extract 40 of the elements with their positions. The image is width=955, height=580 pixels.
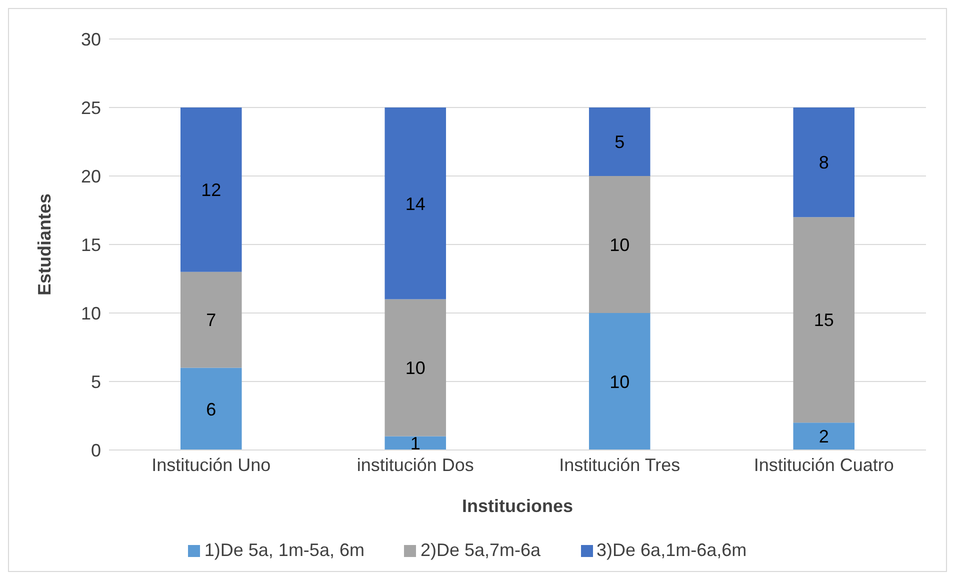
- y-tick-label: 25: [80, 98, 101, 118]
- data-label: 14: [405, 194, 426, 214]
- x-tick-label: Institución Tres: [559, 454, 680, 475]
- y-tick-label: 30: [80, 29, 101, 50]
- x-axis-title: Instituciones: [462, 496, 574, 516]
- data-label: 15: [814, 310, 834, 330]
- bar: [588, 176, 650, 313]
- data-label: 5: [614, 132, 625, 152]
- bar: [180, 368, 242, 450]
- bar: [793, 422, 855, 450]
- data-label: 12: [201, 180, 222, 200]
- x-tick-label: Institución Cuatro: [754, 454, 894, 475]
- legend-label: 3)De 6a,1m-6a,6m: [596, 540, 747, 560]
- x-tick-label: institución Dos: [356, 454, 474, 475]
- data-label: 6: [206, 399, 216, 420]
- bar: [588, 313, 650, 450]
- legend-label: 1)De 5a, 1m-5a, 6m: [204, 540, 364, 560]
- bar: [180, 272, 242, 368]
- bar: [384, 108, 446, 300]
- y-tick-label: 15: [80, 234, 101, 255]
- y-tick-label: 20: [80, 166, 101, 186]
- data-label: 8: [818, 152, 829, 173]
- bar: [793, 217, 855, 423]
- bar: [384, 299, 446, 436]
- data-label: 2: [818, 426, 829, 447]
- x-tick-label: Institución Uno: [152, 454, 271, 475]
- y-tick-label: 5: [90, 372, 101, 392]
- bar: [180, 108, 242, 272]
- data-label: 1: [410, 434, 420, 454]
- bar: [588, 108, 650, 176]
- bar: [384, 436, 446, 450]
- y-tick-label: 10: [80, 303, 101, 324]
- bar: [793, 108, 855, 218]
- y-tick-label: 0: [90, 440, 101, 460]
- data-label: 10: [610, 234, 630, 255]
- data-label: 10: [405, 358, 426, 378]
- data-label: 7: [206, 310, 216, 330]
- data-label: 10: [610, 372, 630, 392]
- legend-label: 2)De 5a,7m-6a: [420, 540, 541, 560]
- y-axis-title: Estudiantes: [34, 193, 54, 296]
